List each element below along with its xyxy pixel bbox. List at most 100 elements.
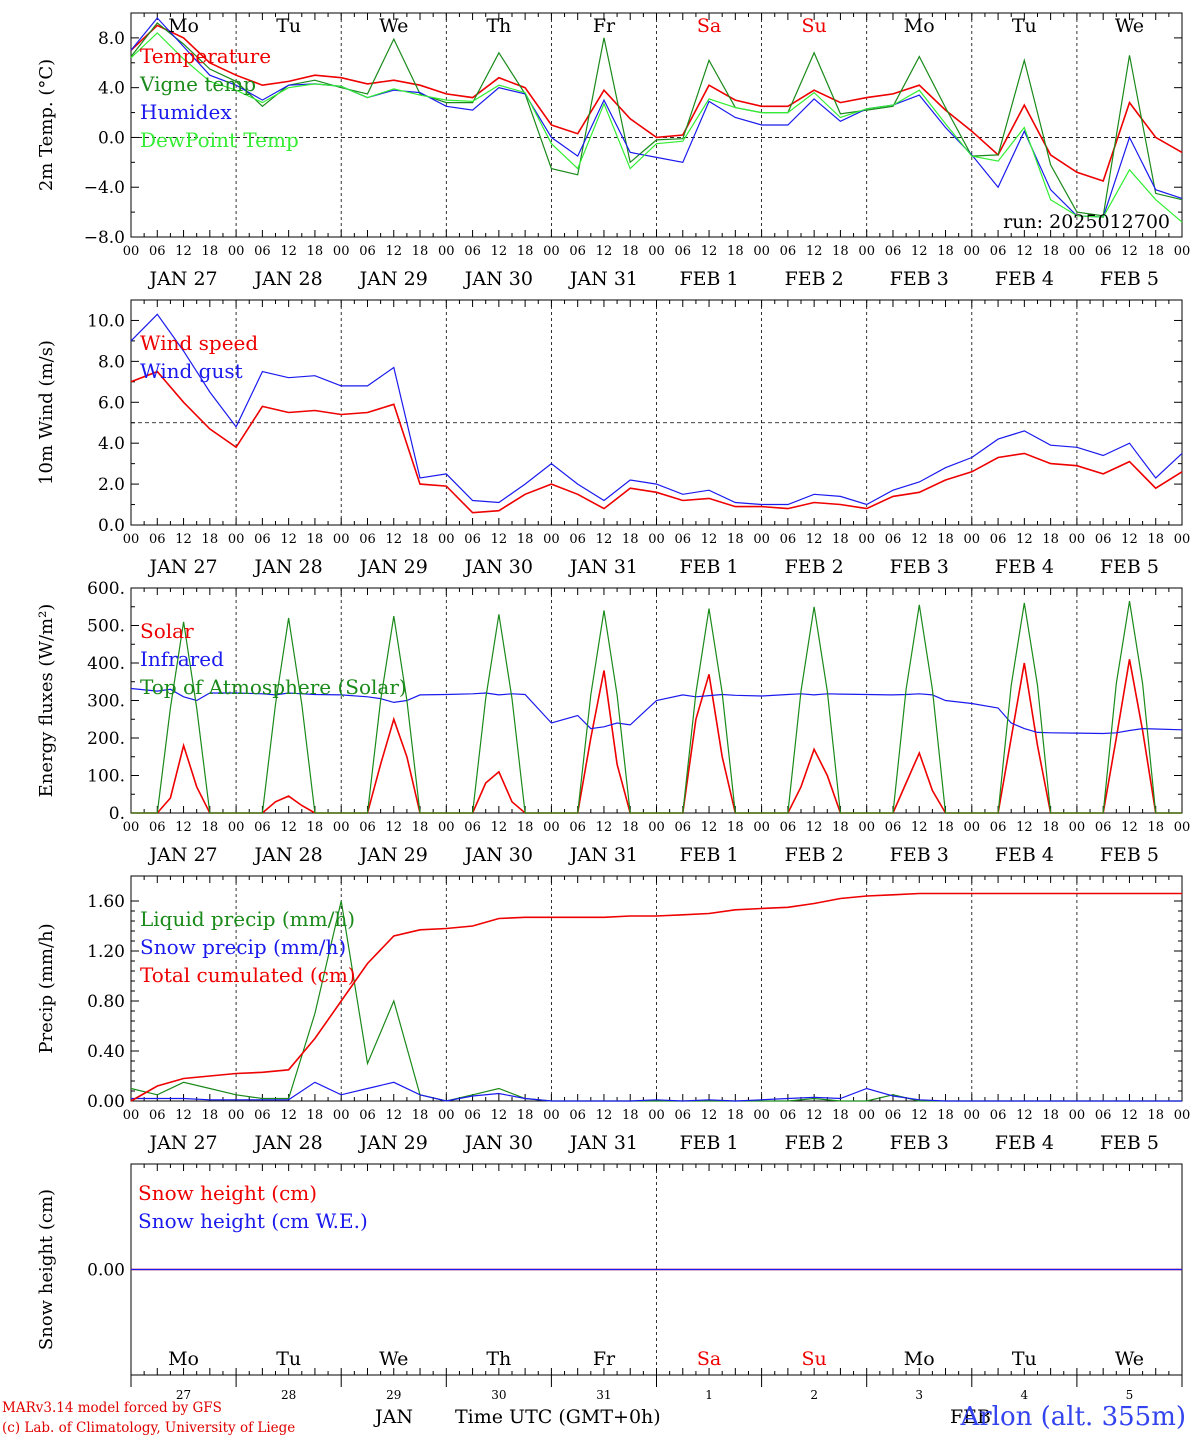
- legend-entry: Snow height (cm): [138, 1181, 317, 1205]
- hour-label: 06: [254, 244, 271, 259]
- hour-label: 06: [149, 244, 166, 259]
- panel-5: 0.00 Snow height (cm) Snow height (cm) Snow…: [36, 1163, 1183, 1402]
- hour-label: 12: [596, 244, 613, 259]
- day-label: FEB 2: [785, 556, 844, 578]
- hour-label: 18: [517, 1108, 534, 1123]
- hour-label: 12: [806, 244, 823, 259]
- hour-label: 00: [123, 532, 140, 547]
- hour-label: 06: [780, 820, 797, 835]
- hour-label: 18: [622, 532, 639, 547]
- hour-label: 12: [385, 532, 402, 547]
- y-tick-label: 200.: [87, 729, 125, 749]
- hour-label: 12: [806, 532, 823, 547]
- hour-label: 06: [675, 1108, 692, 1123]
- y-tick-label: 4.0: [98, 79, 125, 99]
- legend-entry: Snow precip (mm/h): [140, 935, 346, 959]
- hour-label: 06: [359, 244, 376, 259]
- legend-entry: Wind gust: [140, 359, 243, 383]
- y-tick-label: 1.60: [87, 892, 125, 912]
- day-number: 29: [386, 1388, 401, 1402]
- y-tick-label: 8.0: [98, 352, 125, 372]
- weekday-label: Sa: [697, 1348, 721, 1370]
- day-label: FEB 4: [995, 844, 1054, 866]
- hour-label: 00: [123, 1108, 140, 1123]
- hour-label: 06: [675, 532, 692, 547]
- day-number: 30: [491, 1388, 506, 1402]
- hour-label: 00: [543, 820, 560, 835]
- hour-label: 06: [149, 820, 166, 835]
- hour-label: 12: [596, 820, 613, 835]
- day-label: FEB 1: [679, 1132, 738, 1154]
- hour-label: 12: [385, 820, 402, 835]
- day-number: 27: [176, 1388, 191, 1402]
- hour-label: 06: [359, 820, 376, 835]
- day-label: JAN 29: [358, 1132, 428, 1154]
- weekday-label: We: [1115, 15, 1144, 37]
- hour-label: 12: [280, 1108, 297, 1123]
- y-tick-label: 1.20: [87, 942, 125, 962]
- hour-label: 00: [964, 244, 981, 259]
- hour-label: 18: [517, 244, 534, 259]
- day-label: JAN 30: [463, 268, 533, 290]
- hour-label: 00: [964, 1108, 981, 1123]
- day-number: 5: [1126, 1388, 1134, 1402]
- day-label: FEB 2: [785, 1132, 844, 1154]
- day-label: FEB 3: [890, 844, 949, 866]
- y-axis-label: 2m Temp. (°C): [36, 59, 57, 191]
- y-axis-label: Precip (mm/h): [36, 923, 57, 1053]
- day-number: 3: [915, 1388, 923, 1402]
- day-label: FEB 1: [679, 556, 738, 578]
- day-label: JAN 29: [358, 556, 428, 578]
- hour-label: 18: [1147, 820, 1164, 835]
- day-label: FEB 3: [890, 268, 949, 290]
- hour-label: 06: [254, 532, 271, 547]
- hour-label: 00: [228, 244, 245, 259]
- hour-label: 18: [727, 244, 744, 259]
- hour-label: 18: [412, 1108, 429, 1123]
- hour-label: 18: [1042, 532, 1059, 547]
- series-vigne-temp: [130, 22, 1183, 217]
- hour-label: 12: [491, 532, 508, 547]
- series-top-of-atmosphere-solar: [131, 601, 1182, 814]
- day-label: JAN 31: [568, 1132, 638, 1154]
- weekday-label: Tu: [276, 15, 301, 37]
- hour-label: 18: [517, 532, 534, 547]
- plot-frame: [130, 12, 1183, 238]
- hour-label: 12: [911, 820, 928, 835]
- day-number: 1: [705, 1388, 713, 1402]
- panel-4: 0.00 0.40 0.80 1.20 1.60 Precip (mm/h) Liquid …: [36, 875, 1191, 1154]
- weekday-label: We: [1115, 1348, 1144, 1370]
- hour-label: 06: [149, 532, 166, 547]
- hour-label: 06: [464, 820, 481, 835]
- legend-entry: Top of Atmosphere (Solar): [140, 675, 407, 699]
- hour-label: 00: [964, 820, 981, 835]
- hour-label: 00: [753, 820, 770, 835]
- hour-label: 06: [149, 1108, 166, 1123]
- hour-label: 18: [202, 1108, 219, 1123]
- day-label: FEB 3: [890, 556, 949, 578]
- hour-label: 12: [491, 1108, 508, 1123]
- hour-label: 18: [727, 1108, 744, 1123]
- hour-label: 18: [307, 820, 324, 835]
- hour-label: 18: [727, 820, 744, 835]
- legend-entry: Total cumulated (cm): [140, 963, 356, 987]
- hour-label: 18: [307, 1108, 324, 1123]
- hour-label: 12: [1121, 1108, 1138, 1123]
- hour-label: 00: [648, 1108, 665, 1123]
- day-label: JAN 28: [253, 844, 323, 866]
- hour-label: 18: [412, 244, 429, 259]
- hour-label: 00: [1174, 1108, 1191, 1123]
- hour-label: 06: [780, 532, 797, 547]
- hour-label: 18: [412, 532, 429, 547]
- hour-label: 12: [175, 1108, 192, 1123]
- hour-label: 18: [937, 820, 954, 835]
- hour-label: 00: [1069, 532, 1086, 547]
- weekday-label: Mo: [168, 1348, 199, 1370]
- day-label: FEB 2: [785, 268, 844, 290]
- hour-label: 00: [753, 1108, 770, 1123]
- day-label: JAN 30: [463, 844, 533, 866]
- day-label: FEB 4: [995, 1132, 1054, 1154]
- panel-1: −8.0 −4.0 0.0 4.0 8.0 2m Temp. (°C) Temperatur…: [36, 12, 1190, 290]
- weekday-label: Su: [802, 1348, 827, 1370]
